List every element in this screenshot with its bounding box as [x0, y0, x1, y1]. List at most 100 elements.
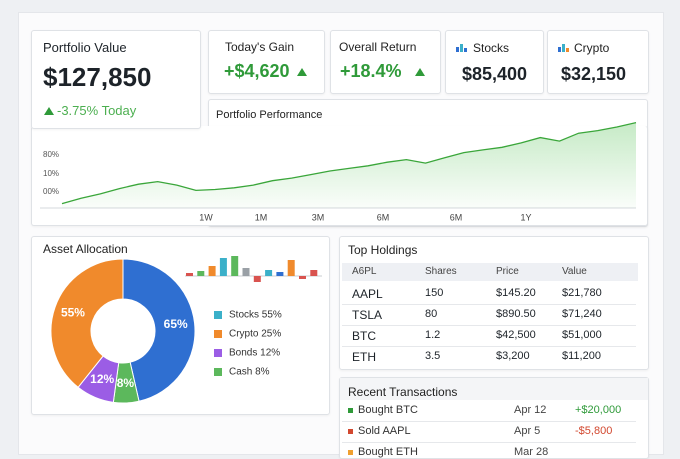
area [62, 122, 636, 208]
table-cell: $145.20 [496, 287, 536, 299]
table-cell: $11,200 [562, 350, 601, 362]
icon [558, 44, 569, 52]
stat-value: $32,150 [561, 64, 627, 84]
row-divider [342, 421, 636, 422]
stat-card: Crypto $32,150 [547, 30, 649, 94]
transaction-date: Apr 5 [514, 425, 541, 437]
transaction-name: Bought BTC [358, 404, 418, 416]
table-cell: 80 [425, 308, 438, 320]
transaction-amount: +$20,000 [575, 404, 622, 416]
donut-slice [50, 258, 124, 388]
portfolio-change: -3.75% Today [57, 103, 137, 118]
icon [456, 44, 467, 52]
transaction-date: Apr 12 [514, 404, 547, 416]
stat-label: Overall Return [339, 40, 417, 54]
mini-bar [265, 270, 273, 276]
mini-bar [242, 268, 250, 276]
x-tick-label: 1M [255, 212, 268, 222]
holdings-card: Top Holdings [339, 236, 649, 370]
legend-swatch [214, 349, 222, 357]
legend-swatch [214, 330, 222, 338]
holdings-title: Top Holdings [348, 243, 418, 257]
table-cell: $71,240 [562, 308, 602, 320]
up-arrow [415, 68, 425, 76]
legend-swatch [214, 311, 222, 319]
table-header: Price [496, 266, 519, 277]
up-arrow [297, 68, 307, 76]
mini-bar [197, 271, 205, 276]
table-cell: $51,000 [562, 329, 602, 341]
table-header: Shares [425, 266, 457, 277]
y-tick-label: 10% [43, 169, 59, 178]
slice-label: 12% [90, 372, 114, 386]
table-cell: BTC [352, 329, 376, 343]
stat-card: Today's Gain +$4,620 [208, 30, 325, 94]
stat-value: $85,400 [462, 64, 528, 84]
stat-value: +$4,620 [224, 61, 290, 81]
transaction-name: Sold AAPL [358, 425, 411, 437]
table-cell: TSLA [352, 308, 383, 322]
x-tick-label: 1Y [520, 212, 531, 222]
donut-slice [122, 258, 196, 402]
mini-bar [231, 256, 239, 276]
table-cell: 150 [425, 287, 444, 299]
transactions-title: Recent Transactions [348, 385, 458, 399]
row-divider [342, 346, 636, 347]
performance-title: Portfolio Performance [216, 109, 323, 121]
mini-bar [219, 258, 227, 276]
mini-bar [299, 276, 306, 279]
stat-label: Crypto [574, 41, 610, 55]
slice-label: 55% [61, 306, 85, 320]
slice-label: 8% [117, 376, 135, 390]
mini-bar [276, 272, 284, 276]
stat-value: +18.4% [340, 61, 402, 81]
x-tick-label: 1W [199, 212, 213, 222]
legend-swatch [214, 368, 222, 376]
y-tick-label: 00% [43, 187, 59, 196]
portfolio-label: Portfolio Value [43, 40, 127, 55]
slice-label: 65% [164, 317, 188, 331]
table-cell: $21,780 [562, 287, 602, 299]
y-tick-label: 80% [43, 150, 59, 159]
stat-card: Overall Return +18.4% [330, 30, 441, 94]
legend-text: Crypto 25% [229, 329, 281, 340]
table-cell: $3,200 [496, 350, 530, 362]
up-arrow [44, 107, 54, 115]
row-divider [342, 442, 636, 443]
table-cell: 1.2 [425, 329, 441, 341]
transactions-card: Recent Transactions [339, 377, 649, 459]
table-cell: $42,500 [496, 329, 536, 341]
legend-text: Cash 8% [229, 367, 270, 378]
transactions-header-bg [340, 378, 648, 400]
line [61, 121, 637, 205]
x-tick-label: 3M [312, 212, 325, 222]
x-tick-label: 6M [450, 212, 463, 222]
portfolio-value: $127,850 [43, 62, 152, 92]
table-cell: $890.50 [496, 308, 536, 320]
transaction-amount: -$5,800 [575, 425, 613, 437]
bullet [348, 429, 353, 434]
legend-text: Bonds 12% [229, 348, 280, 359]
legend-text: Stocks 55% [229, 310, 282, 321]
portfolio-card: Portfolio Value $127,850 -3.75% Today [31, 30, 201, 129]
mini-bar [186, 273, 193, 276]
table-cell: 3.5 [425, 350, 441, 362]
table-header-bg [342, 263, 638, 281]
allocation-title: Asset Allocation [43, 242, 128, 256]
table-cell: ETH [352, 350, 376, 364]
mini-bar [287, 260, 295, 276]
table-header: A6PL [352, 266, 377, 277]
mini-bar [208, 266, 216, 276]
bullet [348, 408, 353, 413]
stat-card: Stocks $85,400 [445, 30, 544, 94]
row-divider [342, 304, 636, 305]
mini-bar [310, 270, 318, 276]
row-divider [342, 325, 636, 326]
table-header: Value [562, 266, 587, 277]
mini-bar [253, 276, 261, 282]
stat-label: Today's Gain [225, 40, 294, 54]
table-cell: AAPL [352, 287, 383, 301]
x-tick-label: 6M [377, 212, 390, 222]
